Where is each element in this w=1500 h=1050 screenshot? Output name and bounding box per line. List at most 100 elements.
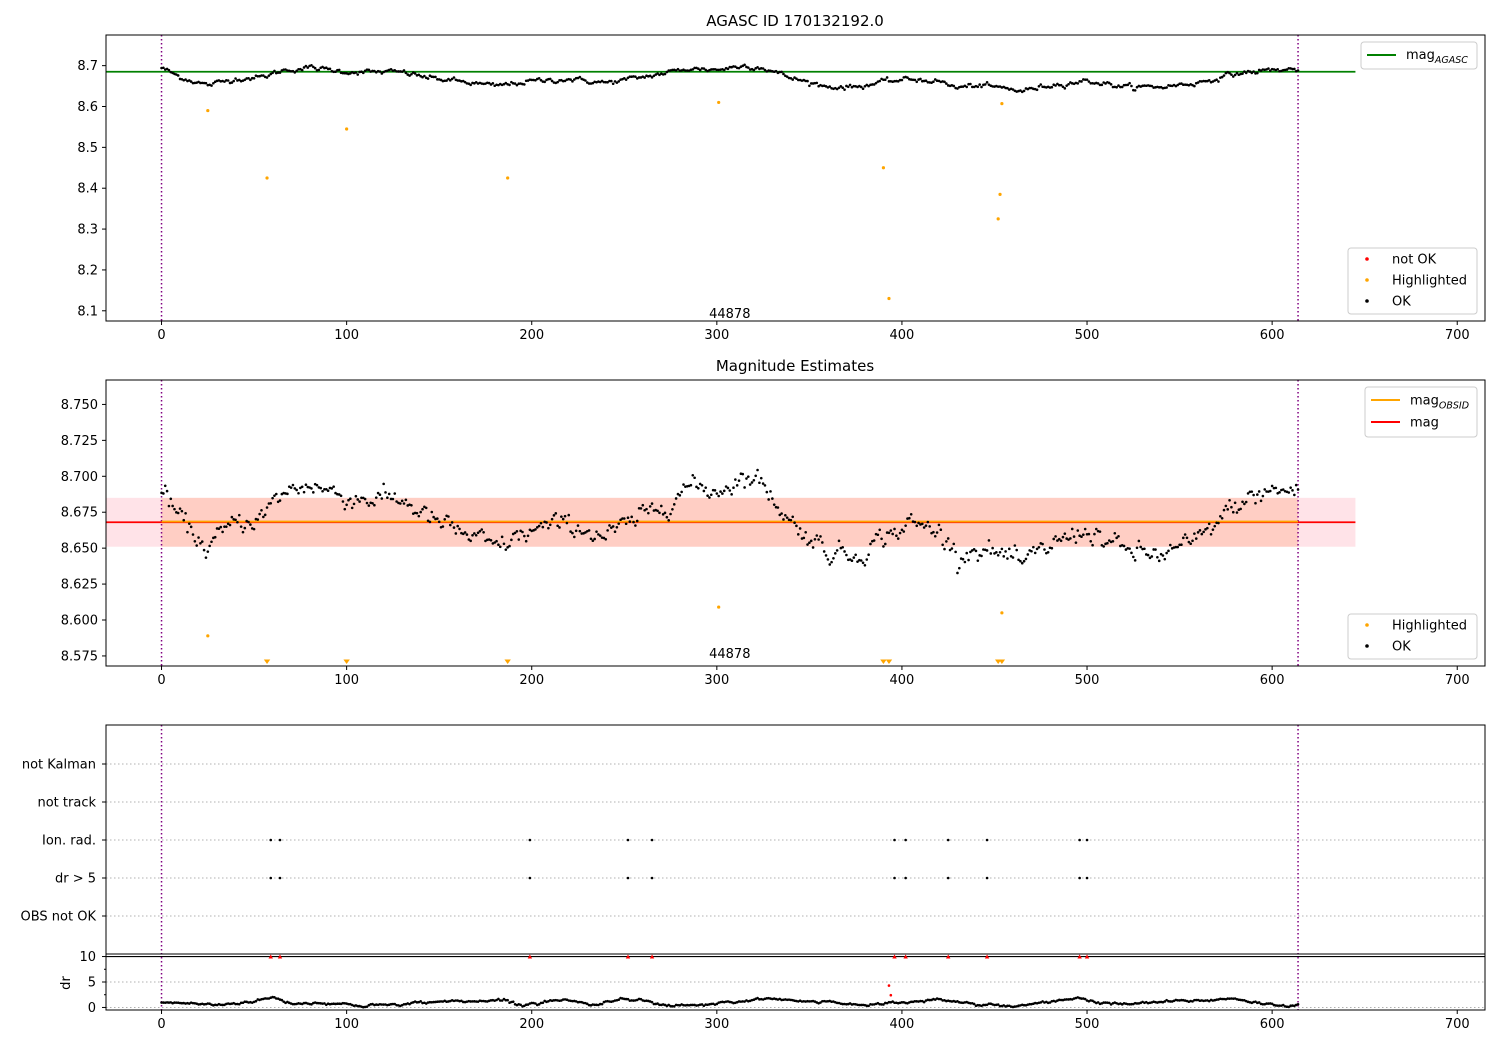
ok-point [1291, 489, 1294, 492]
ok-point [615, 525, 619, 529]
flag-point [528, 838, 532, 842]
dr-point [234, 1002, 237, 1006]
ok-point [1057, 83, 1061, 87]
x-tick-label: 500 [1075, 673, 1100, 688]
ok-point [1094, 527, 1098, 531]
ok-point [821, 541, 824, 544]
ok-point [289, 69, 293, 73]
dr-clipped-marker [1077, 954, 1082, 959]
ok-point [171, 504, 174, 508]
ok-point [184, 512, 187, 515]
ok-point [637, 507, 641, 510]
ok-point [443, 517, 447, 521]
ok-point [286, 492, 289, 496]
ok-point [521, 530, 524, 534]
ok-point [630, 515, 633, 519]
ok-point [1133, 89, 1137, 92]
ok-point [972, 547, 976, 551]
ok-point [854, 553, 857, 557]
ok-point [397, 70, 400, 73]
ok-point [1270, 484, 1274, 488]
ok-point [846, 85, 850, 89]
ok-point [1289, 486, 1292, 489]
ok-point [1083, 527, 1087, 531]
ok-point [589, 537, 593, 541]
ok-point [852, 84, 856, 88]
flag-point [626, 876, 630, 880]
ok-point [213, 535, 217, 539]
ok-point [1287, 66, 1291, 70]
ok-point [843, 88, 846, 91]
ok-point [519, 529, 522, 533]
ok-point [1076, 82, 1080, 85]
ok-point [480, 528, 484, 531]
dr-point [263, 997, 267, 1000]
dr-point [937, 997, 941, 1001]
ok-point [1083, 78, 1087, 81]
ok-point [373, 69, 376, 73]
ok-point [239, 525, 243, 528]
dr-point [428, 1000, 432, 1004]
ok-point [645, 507, 648, 511]
ok-point [273, 494, 276, 497]
ok-point [1135, 546, 1139, 550]
ok-point [1137, 539, 1141, 543]
dr-point [402, 1002, 406, 1006]
ok-point [324, 488, 328, 491]
ok-point [273, 69, 276, 73]
ok-point [493, 541, 497, 544]
ok-point [732, 486, 735, 490]
ok-point [830, 560, 833, 564]
flag-point [269, 838, 273, 842]
ok-point [1239, 507, 1242, 511]
ok-point [191, 533, 195, 536]
dr-clipped-marker [903, 954, 908, 959]
ok-point [1063, 87, 1067, 90]
ok-point [613, 80, 617, 83]
ok-point [289, 486, 293, 489]
ok-point [734, 478, 737, 481]
ok-point [771, 497, 774, 500]
ok-point [491, 82, 495, 85]
ok-point [943, 547, 946, 551]
ok-point [945, 540, 948, 543]
ok-point [461, 532, 465, 536]
ok-point [1130, 84, 1133, 88]
ok-point [247, 76, 250, 80]
ok-point [909, 513, 913, 516]
ok-point [535, 526, 539, 529]
ok-point [1148, 556, 1152, 560]
ok-point [626, 516, 630, 520]
dr-point [419, 1000, 422, 1003]
ok-point [702, 489, 706, 493]
ok-point [274, 492, 278, 496]
ok-point [548, 523, 552, 527]
x-tick-label: 100 [334, 673, 359, 688]
ok-point [763, 68, 767, 72]
ok-point [974, 549, 978, 553]
ok-point [419, 510, 422, 514]
dr-point [1065, 998, 1068, 1001]
ok-point [312, 65, 315, 69]
ok-point [724, 485, 728, 488]
dr-point [808, 1000, 811, 1003]
obsid-annotation: 44878 [709, 307, 750, 322]
highlighted-point [506, 176, 510, 180]
legend-marker [1365, 623, 1369, 627]
ok-point [1096, 82, 1100, 85]
ok-point [660, 504, 663, 508]
ok-point [852, 556, 856, 559]
ok-point [243, 78, 247, 82]
dr-point [530, 1001, 534, 1005]
ok-point [1215, 78, 1218, 82]
ok-point [1213, 524, 1217, 528]
highlighted-point [717, 100, 721, 105]
dr-point [380, 1003, 384, 1006]
ok-point [1013, 544, 1017, 547]
ok-point [728, 489, 732, 492]
ok-point [996, 85, 1000, 88]
ok-point [1252, 493, 1255, 497]
ok-point [665, 70, 669, 74]
ok-point [652, 74, 656, 78]
ok-point [193, 539, 197, 543]
